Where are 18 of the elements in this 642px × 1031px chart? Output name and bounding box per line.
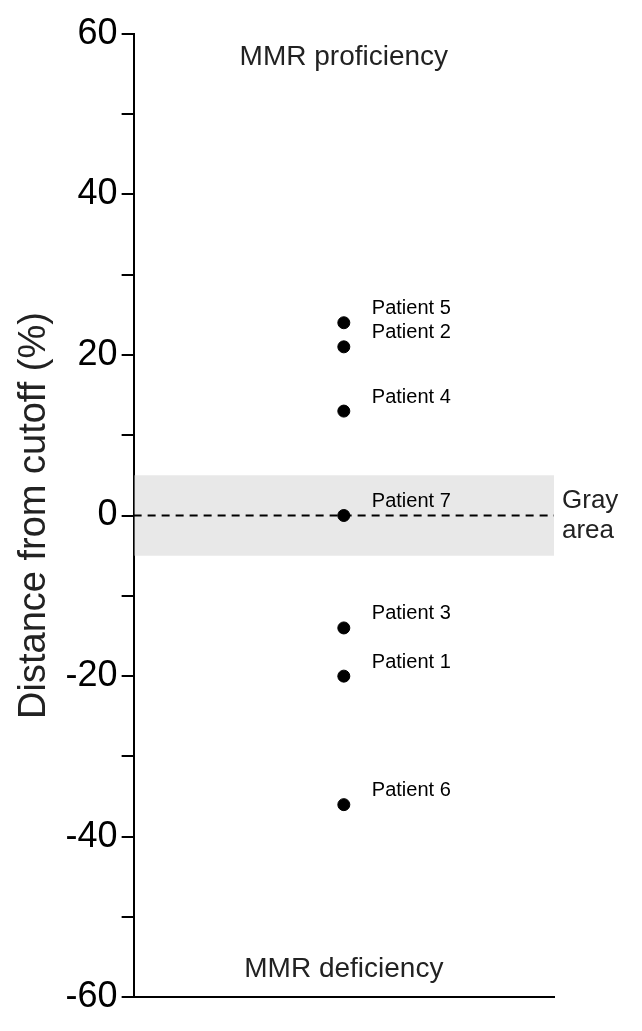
annotation: MMR deficiency bbox=[244, 952, 444, 984]
series-label: Patient 2 bbox=[371, 320, 451, 343]
y-axis-title: Distance from cutoff (%) bbox=[11, 312, 54, 719]
y-tick-label: 20 bbox=[77, 331, 118, 373]
series-label: Patient 7 bbox=[371, 489, 451, 512]
annotation: MMR proficiency bbox=[239, 40, 449, 72]
y-tick-label: -60 bbox=[65, 974, 118, 1016]
series-label: Patient 6 bbox=[371, 778, 451, 801]
y-tick-label: -40 bbox=[65, 813, 118, 855]
y-tick-label: -20 bbox=[65, 653, 118, 695]
y-tick-label: 60 bbox=[77, 10, 118, 52]
series-label: Patient 4 bbox=[371, 384, 451, 407]
band-label: Gray area bbox=[562, 483, 619, 544]
y-tick-label: 40 bbox=[77, 171, 118, 213]
series-label: Patient 3 bbox=[371, 601, 451, 624]
series-label: Patient 1 bbox=[371, 649, 451, 672]
series-label: Patient 5 bbox=[371, 296, 451, 319]
y-tick-label: 0 bbox=[97, 492, 118, 534]
